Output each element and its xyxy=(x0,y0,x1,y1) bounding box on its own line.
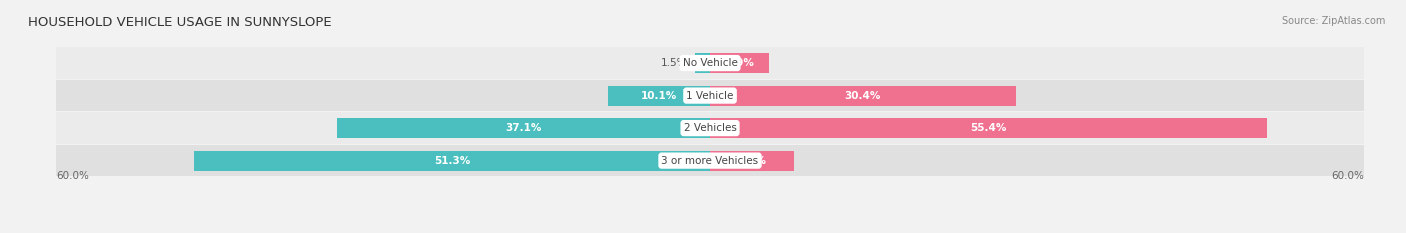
Text: 30.4%: 30.4% xyxy=(845,91,882,101)
Text: HOUSEHOLD VEHICLE USAGE IN SUNNYSLOPE: HOUSEHOLD VEHICLE USAGE IN SUNNYSLOPE xyxy=(28,16,332,29)
Text: 1.5%: 1.5% xyxy=(661,58,688,68)
Bar xyxy=(337,118,710,138)
Text: 10.1%: 10.1% xyxy=(641,91,678,101)
Text: 1 Vehicle: 1 Vehicle xyxy=(686,91,734,101)
Text: 60.0%: 60.0% xyxy=(56,171,89,181)
Bar xyxy=(710,86,1015,106)
Text: 37.1%: 37.1% xyxy=(505,123,541,133)
Bar xyxy=(695,53,710,73)
Text: 2 Vehicles: 2 Vehicles xyxy=(683,123,737,133)
Bar xyxy=(194,151,710,171)
Text: No Vehicle: No Vehicle xyxy=(682,58,738,68)
Text: 5.9%: 5.9% xyxy=(725,58,754,68)
Bar xyxy=(6,47,1406,79)
Text: Source: ZipAtlas.com: Source: ZipAtlas.com xyxy=(1281,16,1385,26)
Text: 3 or more Vehicles: 3 or more Vehicles xyxy=(661,156,759,166)
Bar xyxy=(6,112,1406,144)
Bar xyxy=(710,53,769,73)
Bar xyxy=(609,86,710,106)
Text: 60.0%: 60.0% xyxy=(1331,171,1364,181)
Text: 55.4%: 55.4% xyxy=(970,123,1007,133)
Text: 51.3%: 51.3% xyxy=(434,156,470,166)
Bar xyxy=(710,151,793,171)
Bar xyxy=(6,80,1406,111)
Text: 8.3%: 8.3% xyxy=(737,156,766,166)
Bar xyxy=(710,118,1267,138)
Bar xyxy=(6,145,1406,176)
